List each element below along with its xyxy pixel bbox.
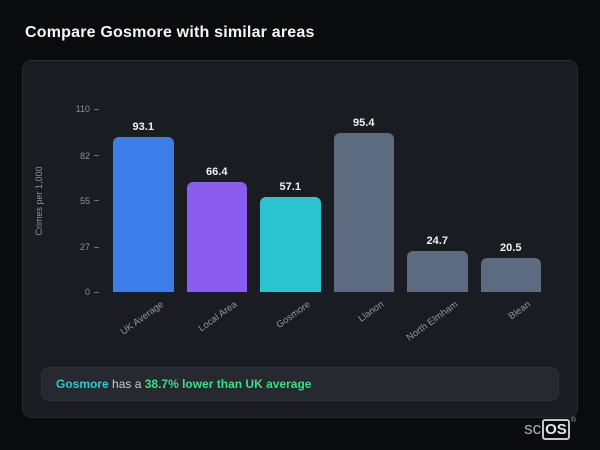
bar-group-north-elmham: 24.7 North Elmham [404,109,468,344]
plot-area: 93.1 UK Average 66.4 Local Area 57.1 Gosmore 9… [113,109,541,344]
y-tick: 27 [80,242,99,252]
bar-value-label: 24.7 [426,234,448,247]
bar-value-label: 20.5 [500,241,522,254]
bar-north-elmham[interactable] [407,250,468,292]
summary-highlight-text: 38.7% lower than UK average [144,377,312,391]
x-axis-label-blean: Blean [507,299,534,323]
x-axis-label-llanon: Llanon [356,299,387,325]
y-tick-mark [94,291,99,293]
registered-mark: ® [570,416,576,424]
y-tick-label: 0 [84,287,90,297]
y-tick-mark [94,200,99,201]
x-axis-label-uk-average: UK Average [118,299,166,338]
page-title: Compare Gosmore with similar areas [25,24,315,41]
y-tick-mark [94,155,99,157]
logo-boxed-text: OS [542,418,570,440]
summary-area-name: Gosmore [56,377,109,391]
y-tick-label: 55 [79,195,90,206]
bar-local-area[interactable] [186,181,247,292]
bar-value-label: 93.1 [132,121,154,134]
x-axis-label-local-area: Local Area [196,299,240,335]
bar-llanon[interactable] [333,133,394,292]
bar-gosmore[interactable] [260,197,321,292]
logo-prefix: sc [524,418,542,438]
y-axis: 0 27 55 82 110 [67,104,99,297]
x-axis-label-north-elmham: North Elmham [404,299,460,344]
scos-logo: sc OS ® [524,416,576,440]
y-tick-label: 27 [79,242,90,253]
bar-value-label: 66.4 [206,165,228,178]
y-tick: 82 [80,151,99,161]
bar-uk-average[interactable] [113,137,174,292]
summary-connector-text: has a [108,377,145,391]
bar-value-label: 95.4 [353,117,375,130]
y-tick: 55 [80,196,99,206]
bar-chart: Crimes per 1,000 0 27 55 82 110 93.1 UK Avera… [34,104,541,344]
bar-group-llanon: 95.4 Llanon [333,109,394,325]
x-axis-label-gosmore: Gosmore [274,299,313,331]
y-tick: 0 [85,287,99,297]
y-tick-mark [94,108,99,110]
bar-group-blean: 20.5 Blean [480,109,541,322]
bar-blean[interactable] [480,257,541,292]
y-tick-label: 82 [79,150,90,161]
summary-note: Gosmore has a 38.7% lower than UK averag… [41,367,559,401]
y-tick-mark [94,246,99,248]
y-axis-title: Crimes per 1,000 [34,165,44,236]
chart-card: Crimes per 1,000 0 27 55 82 110 93.1 UK Avera… [22,60,578,418]
y-tick: 110 [76,104,99,114]
bar-value-label: 57.1 [279,181,301,194]
bar-group-uk-average: 93.1 UK Average [113,109,174,338]
bar-group-gosmore: 57.1 Gosmore [260,109,321,331]
bar-group-local-area: 66.4 Local Area [186,109,247,334]
y-tick-label: 110 [75,104,90,114]
